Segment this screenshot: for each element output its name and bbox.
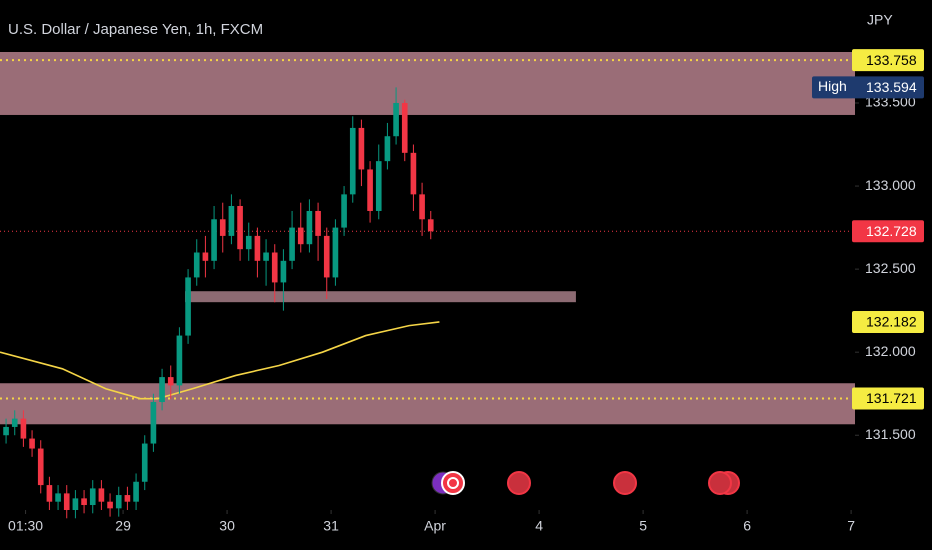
candle-body bbox=[63, 493, 70, 510]
candle-body bbox=[150, 402, 157, 444]
x-tick-label: 30 bbox=[219, 518, 235, 534]
candle-body bbox=[410, 152, 417, 195]
candle-body bbox=[211, 219, 217, 261]
candle-body bbox=[159, 377, 165, 403]
candle-body bbox=[306, 210, 313, 245]
candle-body bbox=[46, 485, 53, 502]
x-tick-label: 31 bbox=[323, 518, 339, 534]
price-label: 133.758 bbox=[866, 52, 917, 68]
price-label: 133.594 bbox=[866, 79, 917, 95]
candle-body bbox=[228, 205, 235, 236]
y-tick-label: 133.000 bbox=[865, 177, 916, 193]
zone bbox=[0, 51, 855, 115]
candle-body bbox=[185, 277, 191, 336]
y-tick-label: 132.000 bbox=[865, 343, 916, 359]
candle-body bbox=[133, 481, 139, 502]
moving-average bbox=[0, 321, 440, 400]
candle-body bbox=[315, 210, 321, 236]
candle-body bbox=[419, 194, 425, 220]
event-icon bbox=[507, 471, 531, 495]
candle-body bbox=[263, 252, 269, 261]
candle-body bbox=[349, 127, 356, 195]
y-tick-label: 131.500 bbox=[865, 426, 916, 442]
price-label: 132.728 bbox=[866, 223, 917, 239]
event-icon bbox=[708, 471, 732, 495]
candle-body bbox=[176, 335, 183, 386]
candle-body bbox=[332, 227, 339, 278]
candle-body bbox=[280, 260, 287, 283]
event-icons bbox=[431, 471, 740, 495]
candle-body bbox=[219, 219, 226, 236]
candle-body bbox=[89, 488, 96, 506]
x-tick-label: Apr bbox=[424, 518, 446, 534]
zone bbox=[0, 383, 855, 425]
candle-body bbox=[11, 418, 18, 427]
y-tick-label: 132.500 bbox=[865, 260, 916, 276]
candle-body bbox=[98, 488, 105, 502]
candle-body bbox=[115, 495, 122, 509]
candle-body bbox=[55, 493, 61, 502]
price-label: 131.721 bbox=[866, 390, 917, 406]
x-tick-label: 01:30 bbox=[8, 518, 43, 534]
price-label-name-box bbox=[812, 76, 854, 99]
event-icon bbox=[447, 477, 459, 489]
candle-body bbox=[81, 498, 87, 506]
candle-body bbox=[358, 127, 365, 170]
price-label-box bbox=[852, 387, 924, 410]
candle-body bbox=[401, 102, 408, 153]
candle-body bbox=[141, 443, 148, 482]
candle-body bbox=[297, 227, 304, 245]
price-label-name: High bbox=[818, 78, 847, 94]
candle-body bbox=[124, 495, 131, 502]
candle-body bbox=[20, 418, 27, 439]
price-label-box bbox=[852, 310, 924, 333]
candle-body bbox=[29, 438, 35, 449]
candle-body bbox=[167, 377, 174, 386]
candle-body bbox=[384, 136, 391, 162]
x-tick-label: 29 bbox=[115, 518, 131, 534]
candle-body bbox=[193, 252, 200, 278]
candle-body bbox=[393, 102, 399, 137]
candle-body bbox=[3, 426, 9, 436]
price-label: 132.182 bbox=[866, 314, 917, 330]
candle-body bbox=[202, 252, 209, 261]
candle-body bbox=[245, 235, 252, 250]
candle-body bbox=[289, 227, 295, 261]
chart-title: U.S. Dollar / Japanese Yen, 1h, FXCM bbox=[8, 21, 263, 38]
price-label-box bbox=[852, 76, 924, 99]
candle-body bbox=[375, 161, 382, 211]
price-label-box bbox=[852, 220, 924, 243]
x-tick-label: 7 bbox=[847, 518, 855, 534]
candle-body bbox=[72, 498, 79, 510]
candle-body bbox=[341, 194, 347, 228]
currency-label: JPY bbox=[867, 12, 893, 28]
candle-body bbox=[323, 235, 330, 278]
x-tick-label: 5 bbox=[639, 518, 647, 534]
zone bbox=[185, 291, 576, 303]
x-tick-label: 6 bbox=[743, 518, 751, 534]
event-icon bbox=[613, 471, 637, 495]
candle-body bbox=[107, 501, 113, 509]
candle-body bbox=[427, 219, 434, 232]
x-tick-label: 4 bbox=[535, 518, 543, 534]
candle-body bbox=[367, 169, 373, 211]
candle-body bbox=[254, 235, 261, 261]
candle-body bbox=[271, 252, 278, 283]
price-label-box bbox=[852, 49, 924, 72]
candle-body bbox=[237, 205, 243, 250]
candle-body bbox=[37, 448, 44, 486]
